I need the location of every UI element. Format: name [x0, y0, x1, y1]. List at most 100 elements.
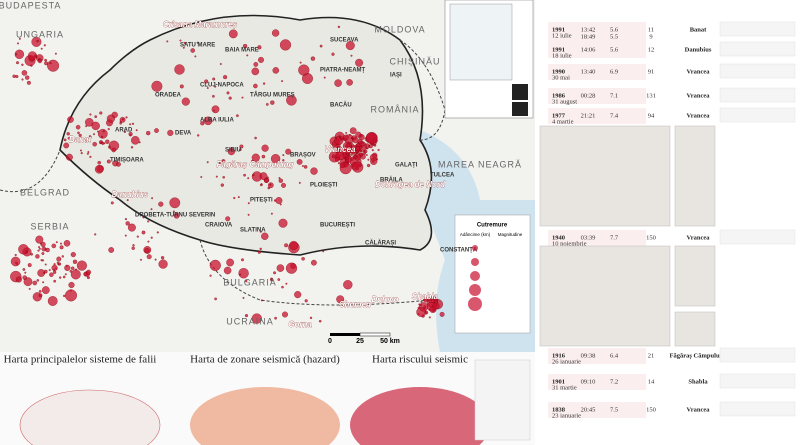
earthquake-dot: [259, 172, 268, 180]
legend-symbol: [470, 271, 480, 281]
event-region: Danubius: [685, 46, 712, 53]
earthquake-dot: [72, 259, 78, 264]
earthquake-dot: [257, 45, 262, 50]
event-date: 4 martie: [552, 118, 574, 125]
earthquake-dot: [200, 121, 205, 126]
note-box: [719, 401, 796, 417]
earthquake-dot: [97, 128, 108, 139]
earthquake-dot: [38, 293, 43, 298]
earthquake-dot: [220, 183, 224, 187]
earthquake-dot: [206, 87, 209, 89]
earthquake-dot: [350, 153, 353, 156]
earthquake-dot: [209, 259, 221, 271]
earthquake-dot: [432, 302, 440, 310]
earthquake-dot: [301, 165, 304, 167]
earthquake-dot: [63, 294, 66, 298]
earthquake-dot: [377, 148, 380, 152]
earthquake-dot: [64, 264, 71, 271]
earthquake-dot: [339, 162, 346, 169]
earthquake-dot: [342, 134, 349, 141]
note-box: [719, 87, 796, 103]
earthquake-dot: [93, 133, 95, 136]
earthquake-dot: [53, 279, 57, 283]
earthquake-dot: [252, 173, 255, 177]
city-label: BUCUREȘTI: [320, 223, 355, 229]
earthquake-dot: [59, 245, 64, 250]
earthquake-dot: [65, 289, 77, 302]
region-label: Gorna: [288, 320, 312, 329]
earthquake-dot: [360, 150, 362, 153]
earthquake-dot: [94, 115, 98, 119]
event-date: 31 august: [552, 98, 577, 105]
earthquake-dot: [335, 137, 337, 140]
earthquake-dot: [97, 160, 101, 165]
earthquake-dot: [154, 128, 159, 133]
earthquake-dot: [146, 254, 152, 260]
earthquake-dot: [298, 64, 310, 76]
earthquake-dot: [94, 233, 97, 236]
earthquake-dot: [285, 282, 288, 285]
event-magnitude: 7.2: [610, 378, 618, 385]
earthquake-dot: [204, 79, 209, 84]
event-magnitude: 7.1: [610, 92, 618, 99]
earthquake-dot: [51, 243, 57, 249]
earthquake-dot: [209, 274, 212, 277]
earthquake-dot: [294, 291, 302, 299]
row-background: [548, 230, 646, 246]
earthquake-dot: [150, 236, 153, 239]
earthquake-dot: [54, 52, 57, 55]
event-region: Vrancea: [687, 234, 711, 241]
earthquake-dot: [97, 130, 99, 133]
event-magnitude: 7.4: [610, 112, 619, 119]
earthquake-dot: [203, 116, 213, 126]
earthquake-dot: [318, 319, 322, 323]
earthquake-dot: [254, 136, 257, 140]
earthquake-dot: [218, 161, 221, 164]
earthquake-dot: [183, 41, 187, 45]
event-year: 1990: [552, 68, 565, 75]
earthquake-dot: [80, 152, 83, 155]
country-label: SERBIA: [30, 221, 69, 231]
earthquake-dot: [215, 175, 218, 178]
earthquake-dot: [86, 269, 92, 275]
earthquake-dot: [431, 299, 435, 303]
note-box: [719, 373, 796, 389]
earthquake-dot: [238, 268, 249, 279]
earthquake-dot: [111, 147, 116, 153]
note-box: [719, 63, 796, 79]
earthquake-dot: [129, 134, 132, 137]
earthquake-dot: [44, 58, 47, 62]
earthquake-dot: [76, 260, 87, 271]
legend-magnitude: Magnitudine: [498, 232, 523, 237]
earthquake-dot: [43, 44, 46, 47]
event-magnitude: 7.5: [610, 406, 618, 413]
country-label: ROMÂNIA: [370, 104, 419, 114]
earthquake-dot: [182, 46, 185, 49]
hazard-map: [190, 387, 340, 445]
earthquake-dot: [132, 244, 135, 247]
fault-map: [19, 389, 161, 445]
earthquake-dot: [179, 84, 184, 89]
earthquake-dot: [65, 153, 73, 161]
earthquake-dot: [270, 278, 274, 282]
earthquake-dot: [172, 210, 175, 213]
city-label: SUCEAVA: [330, 38, 359, 44]
earthquake-dot: [222, 176, 225, 179]
earthquake-dot: [334, 157, 340, 162]
earthquake-dot: [343, 280, 353, 290]
note-box: [719, 41, 796, 57]
country-label: BELGRAD: [20, 187, 70, 197]
row-background: [548, 402, 646, 418]
earthquake-dot: [349, 127, 357, 135]
earthquake-dot: [285, 262, 298, 274]
earthquake-dot: [106, 159, 111, 164]
region-label: Dulovo: [371, 295, 398, 304]
earthquake-dot: [147, 240, 150, 243]
earthquake-dot: [286, 95, 297, 106]
earthquake-dot: [311, 259, 317, 266]
earthquake-dot: [370, 157, 378, 165]
earthquake-dot: [261, 144, 269, 152]
earthquake-dot: [355, 58, 364, 67]
earthquake-dot: [78, 133, 82, 137]
earthquake-dot: [53, 263, 56, 266]
